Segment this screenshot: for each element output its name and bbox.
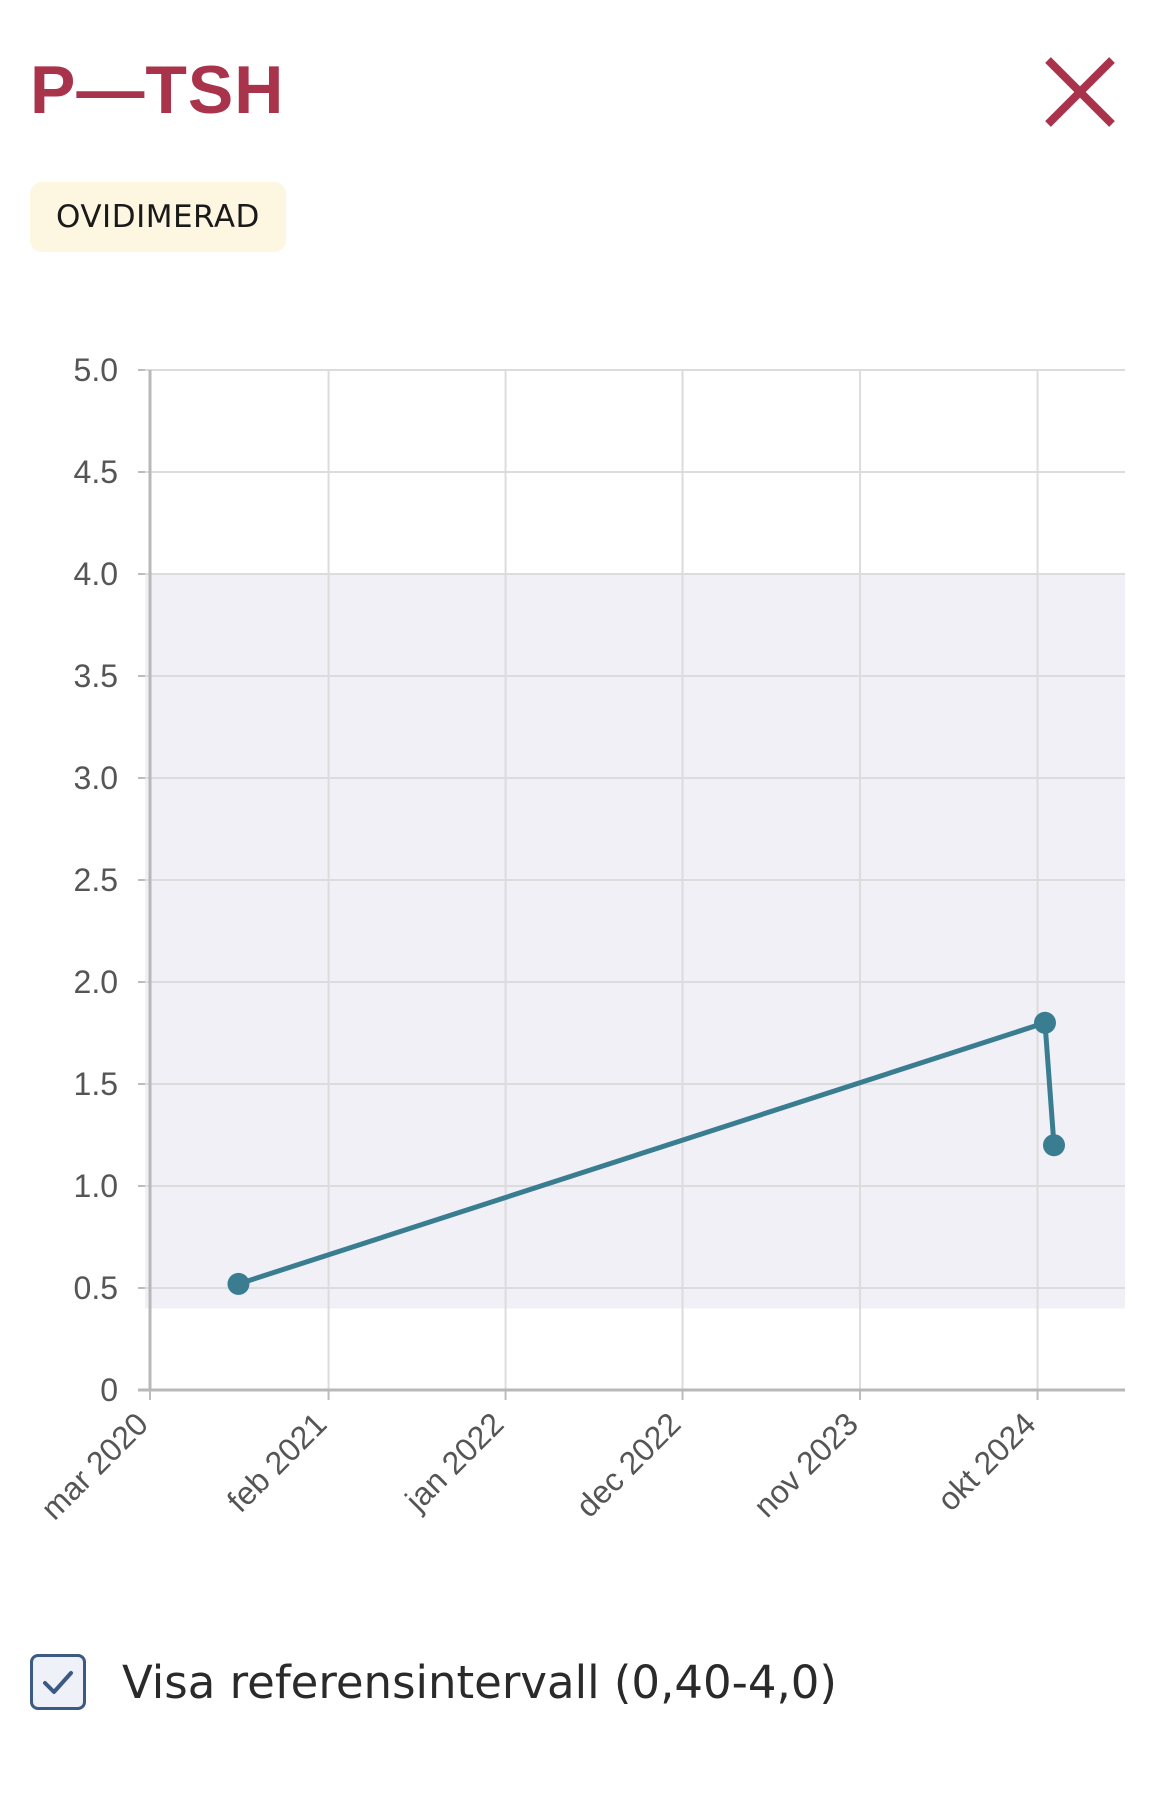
data-point	[1042, 1134, 1065, 1157]
reference-interval-checkbox[interactable]	[30, 1654, 86, 1710]
reference-interval-toggle[interactable]: Visa referensintervall (0,40-4,0)	[30, 1654, 837, 1710]
data-point	[1033, 1011, 1056, 1034]
page-title: P—TSH	[30, 52, 285, 128]
data-point	[227, 1272, 250, 1295]
y-tick-label: 2.5	[74, 862, 118, 898]
x-tick-label: jan 2022	[398, 1405, 511, 1518]
x-tick-label: mar 2020	[34, 1405, 155, 1526]
y-tick-label: 4.5	[74, 454, 118, 490]
tsh-line-chart: 0 0.5 1.0 1.5 2.0 2.5 3.0 3.5 4.0 4.5 5.0 mar 2020…	[34, 352, 1125, 1527]
y-tick-label: 0.5	[74, 1270, 118, 1306]
close-x-icon	[1045, 57, 1115, 127]
y-tick-label: 5.0	[74, 352, 118, 388]
y-tick-label: 1.5	[74, 1066, 118, 1102]
x-tick-label: okt 2024	[930, 1405, 1042, 1517]
x-tick-label: dec 2022	[569, 1405, 688, 1524]
y-tick-label: 3.0	[74, 760, 118, 796]
reference-range-band	[145, 574, 1125, 1309]
x-tick-label: nov 2023	[746, 1405, 865, 1524]
y-tick-label: 4.0	[74, 556, 118, 592]
x-tick-label: feb 2021	[220, 1405, 334, 1519]
checkmark-icon	[43, 1671, 73, 1694]
y-tick-label: 0	[100, 1372, 118, 1408]
close-button[interactable]	[1040, 52, 1120, 132]
y-tick-label: 2.0	[74, 964, 118, 1000]
y-tick-label: 1.0	[74, 1168, 118, 1204]
reference-interval-label: Visa referensintervall (0,40-4,0)	[122, 1655, 837, 1709]
status-badge: OVIDIMERAD	[30, 182, 286, 252]
y-tick-label: 3.5	[74, 658, 118, 694]
